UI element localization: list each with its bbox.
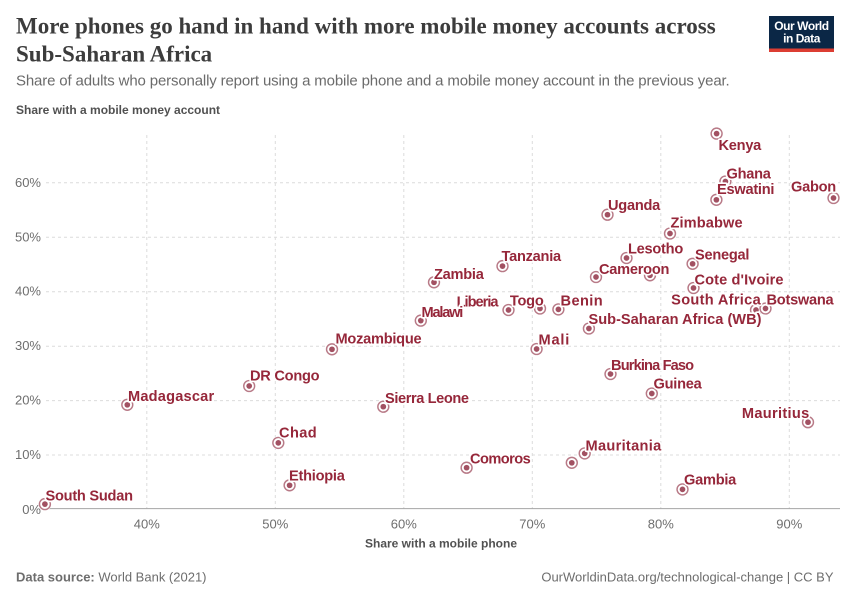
svg-text:Madagascar: Madagascar [128,389,214,405]
svg-text:10%: 10% [15,447,41,462]
svg-text:20%: 20% [15,393,41,408]
svg-text:Share of adults who personally: Share of adults who personally report us… [16,72,730,89]
svg-text:Kenya: Kenya [719,138,763,154]
svg-text:Chad: Chad [279,426,317,442]
svg-text:Botswana: Botswana [767,293,835,309]
svg-text:Mauritania: Mauritania [586,439,663,455]
svg-text:Mali: Mali [539,333,571,349]
svg-text:DR Congo: DR Congo [250,369,320,385]
svg-text:50%: 50% [262,517,288,532]
svg-text:Senegal: Senegal [695,248,749,264]
svg-text:Malawi: Malawi [422,305,464,321]
svg-text:90%: 90% [776,517,802,532]
svg-text:50%: 50% [15,229,41,244]
svg-text:Sierra Leone: Sierra Leone [385,391,469,407]
svg-text:40%: 40% [15,284,41,299]
svg-text:Guinea: Guinea [654,377,703,393]
svg-text:60%: 60% [15,175,41,190]
svg-text:in Data: in Data [783,32,821,46]
svg-text:Comoros: Comoros [470,452,531,468]
svg-text:South Sudan: South Sudan [46,489,134,505]
svg-text:Burkina Faso: Burkina Faso [611,358,694,374]
svg-text:Lesotho: Lesotho [628,242,683,258]
svg-text:More phones go hand in hand wi: More phones go hand in hand with more mo… [16,14,716,39]
svg-text:40%: 40% [134,517,160,532]
svg-text:Ghana: Ghana [727,167,772,183]
svg-text:30%: 30% [15,338,41,353]
svg-text:Share with a mobile phone: Share with a mobile phone [365,536,517,550]
svg-text:Uganda: Uganda [608,198,661,214]
svg-text:Cote d'Ivoire: Cote d'Ivoire [695,273,784,289]
svg-text:Ethiopia: Ethiopia [289,469,346,485]
svg-text:OurWorldinData.org/technologic: OurWorldinData.org/technological-change … [541,569,833,584]
svg-text:Eswatini: Eswatini [717,182,774,198]
svg-text:Cameroon: Cameroon [599,262,670,278]
svg-text:Mauritius: Mauritius [742,406,810,422]
svg-text:Tanzania: Tanzania [502,249,562,265]
svg-text:Zambia: Zambia [434,267,485,283]
svg-text:Zimbabwe: Zimbabwe [671,216,743,232]
svg-text:Gambia: Gambia [684,473,737,489]
svg-text:Mozambique: Mozambique [336,332,422,348]
svg-text:80%: 80% [648,517,674,532]
svg-text:Our World: Our World [774,19,829,33]
svg-text:Sub-Saharan Africa (WB): Sub-Saharan Africa (WB) [589,312,762,328]
svg-text:Togo: Togo [510,294,544,310]
svg-text:South Africa: South Africa [671,293,761,309]
svg-text:Sub-Saharan Africa: Sub-Saharan Africa [16,42,213,67]
svg-text:0%: 0% [22,502,41,517]
svg-text:Share with a mobile money acco: Share with a mobile money account [16,103,220,117]
svg-text:Benin: Benin [561,294,604,310]
svg-text:70%: 70% [519,517,545,532]
svg-text:Data source: World Bank (2021): Data source: World Bank (2021) [16,569,207,584]
svg-text:Liberia: Liberia [457,295,500,311]
svg-text:60%: 60% [391,517,417,532]
svg-text:Gabon: Gabon [791,180,836,196]
